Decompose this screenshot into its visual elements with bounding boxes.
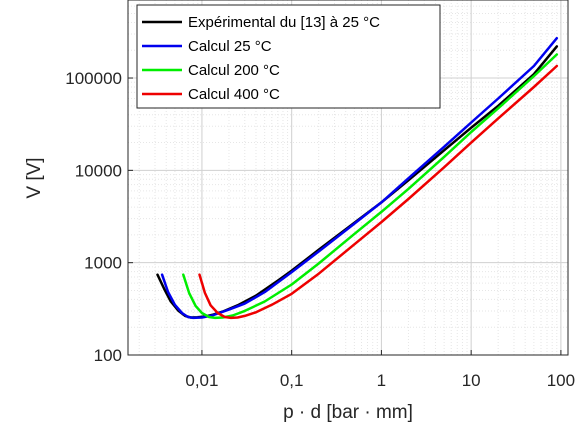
plot-frame [127, 0, 569, 356]
y-tick-label: 100 [94, 346, 122, 365]
series-line-4 [198, 64, 559, 320]
x-tick-labels: 0,01 0,1 1 10 100 [185, 371, 575, 390]
series-line-2 [160, 36, 559, 320]
y-tick-label: 100000 [65, 69, 122, 88]
series-line-3 [182, 53, 559, 320]
y-tick-label: 1000 [84, 254, 122, 273]
x-tick-label: 0,1 [280, 371, 304, 390]
legend-label-4: Calcul 400 °C [188, 86, 280, 103]
legend-label-2: Calcul 25 °C [188, 38, 272, 55]
x-tick-label: 100 [547, 371, 575, 390]
legend-entries: Expérimental du [13] à 25 °C Calcul 25 °C… [142, 14, 380, 103]
legend-label-1: Expérimental du [13] à 25 °C [188, 14, 380, 31]
x-tick-label: 10 [462, 371, 481, 390]
legend-box [136, 4, 441, 109]
legend: Expérimental du [13] à 25 °C Calcul 25 °C… [136, 4, 441, 109]
y-tick-label: 10000 [75, 161, 122, 180]
y-axis-label: V [V] [24, 157, 45, 198]
axis-ticks [128, 77, 562, 356]
x-axis-label: p · d [bar · mm] [283, 402, 413, 423]
series-group [156, 36, 559, 320]
x-tick-label: 0,01 [185, 371, 218, 390]
legend-label-3: Calcul 200 °C [188, 62, 280, 79]
x-tick-label: 1 [377, 371, 386, 390]
y-tick-labels: 100 1000 10000 100000 [65, 69, 122, 365]
